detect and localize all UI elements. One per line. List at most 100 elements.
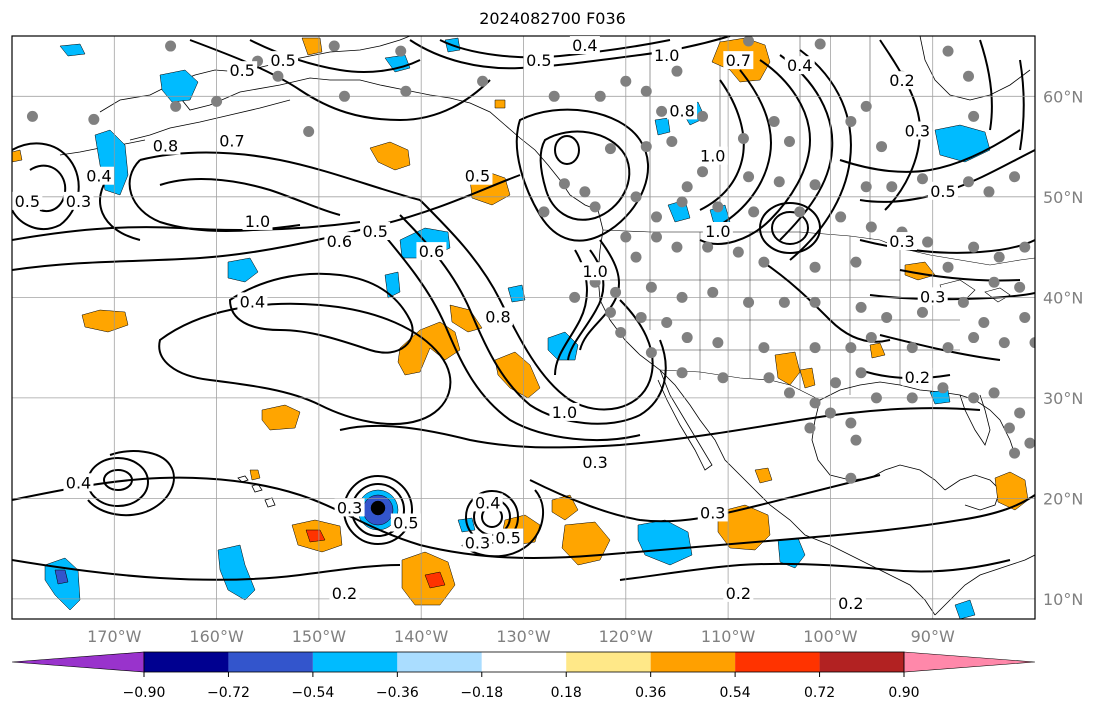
station-dot [794, 206, 806, 218]
station-dot [620, 231, 632, 243]
contour-label-text: 1.0 [582, 262, 607, 281]
colorbar-tick-label: 0.72 [804, 685, 835, 701]
contour-label-text: 0.5 [930, 182, 955, 201]
contour-label: 0.4 [237, 292, 268, 311]
station-dot [773, 176, 785, 188]
station-dot [640, 141, 652, 153]
lon-tick-label: 140°W [394, 627, 449, 646]
station-dot [916, 173, 928, 185]
colorbar-tick-label: 0.54 [720, 685, 751, 701]
station-dot [589, 201, 601, 213]
station-dot [906, 342, 918, 354]
station-dot [845, 115, 857, 127]
colorbar-segment [481, 652, 567, 672]
station-dot [835, 211, 847, 223]
colorbar-segment [397, 652, 482, 672]
lat-tick-label: 40°N [1043, 288, 1083, 307]
colorbar-tick-label: 0.90 [888, 685, 919, 701]
station-dot [615, 327, 627, 339]
station-dot [1009, 171, 1021, 183]
lon-tick-label: 120°W [599, 627, 654, 646]
contour-label-text: 0.3 [337, 498, 362, 517]
station-dot [937, 382, 949, 394]
contour-label-text: 0.3 [920, 287, 945, 306]
station-dot [942, 261, 954, 273]
contour-label-text: 0.5 [465, 167, 490, 186]
station-dot [968, 332, 980, 344]
contour-label: 0.2 [835, 593, 866, 613]
contour-label-text: 0.6 [327, 232, 352, 251]
station-dot [328, 40, 340, 52]
contour-label-text: 0.6 [419, 242, 444, 261]
station-dot [886, 181, 898, 193]
contour-labels: 0.5 0.5 0.4 0.5 1.0 0.7 0.4 0.2 0.8 0.7 0.4 0.3 0.5 0… [12, 36, 958, 613]
longitude-labels: 170°W 160°W 150°W 140°W 130°W 120°W 110°W 100°W… [87, 627, 955, 646]
contour-label: 0.4 [63, 473, 94, 492]
station-dot [743, 296, 755, 308]
contour-label-text: 0.5 [15, 192, 40, 211]
station-dot [916, 306, 928, 318]
contour-label-text: 1.0 [700, 147, 725, 166]
station-dot [963, 176, 975, 188]
contour-label: 0.6 [324, 232, 355, 251]
lon-tick-label: 110°W [701, 627, 756, 646]
contour-label-text: 0.5 [362, 222, 387, 241]
lon-tick-label: 160°W [189, 627, 244, 646]
plot-frame [11, 35, 1036, 620]
station-dot [968, 241, 980, 253]
contour-label: 0.8 [482, 307, 513, 326]
station-dot [809, 342, 821, 354]
contour-label: 0.5 [227, 61, 258, 80]
station-dot [681, 332, 693, 344]
contour-label-text: 0.3 [465, 534, 490, 553]
station-dot [830, 377, 842, 389]
contour-label-text: 1.0 [654, 46, 679, 65]
contour-label-text: 0.3 [700, 503, 725, 522]
station-dot [650, 231, 662, 243]
station-dot [804, 422, 816, 434]
contour-label-text: 0.5 [526, 51, 551, 70]
contour-label-text: 1.0 [705, 222, 730, 241]
station-dot [968, 110, 980, 122]
station-dot [763, 372, 775, 384]
station-dot [1024, 437, 1035, 449]
contour-label-text: 0.4 [66, 473, 91, 492]
station-dot [743, 36, 755, 47]
contour-label-text: 0.2 [332, 584, 357, 603]
station-dot [211, 95, 223, 107]
station-dot [272, 70, 284, 82]
contour-label-text: 0.4 [475, 493, 500, 512]
station-dot [697, 166, 709, 178]
contour-label: 0.5 [360, 222, 391, 241]
contour-label: 0.7 [216, 131, 247, 151]
station-dot [671, 65, 683, 77]
station-dot [650, 211, 662, 223]
contour-label-text: 0.4 [572, 36, 597, 55]
contour-label: 1.0 [651, 46, 682, 65]
station-dot [809, 179, 821, 191]
contour-label-text: 0.3 [582, 453, 607, 472]
station-dot [778, 296, 790, 308]
coastlines [59, 36, 1035, 616]
station-dot [865, 332, 877, 344]
contour-label: 1.0 [702, 222, 733, 241]
contour-label: 0.2 [902, 367, 933, 387]
contour-label: 1.0 [549, 402, 580, 422]
station-dot [671, 241, 683, 253]
contour-label: 0.3 [334, 498, 365, 517]
station-dot [702, 241, 714, 253]
station-dot [748, 206, 760, 218]
lat-tick-label: 30°N [1043, 389, 1083, 408]
contour-label: 0.3 [887, 232, 918, 251]
station-dot [860, 181, 872, 193]
contour-label-text: 0.8 [669, 101, 694, 120]
station-dot [865, 221, 877, 233]
station-dot [1003, 422, 1015, 434]
station-points [26, 36, 1035, 484]
contour-label-text: 0.8 [485, 307, 510, 326]
station-dot [88, 113, 100, 125]
station-dot [998, 337, 1010, 349]
lat-tick-label: 10°N [1043, 590, 1083, 609]
station-dot [809, 261, 821, 273]
station-dot [165, 40, 177, 52]
